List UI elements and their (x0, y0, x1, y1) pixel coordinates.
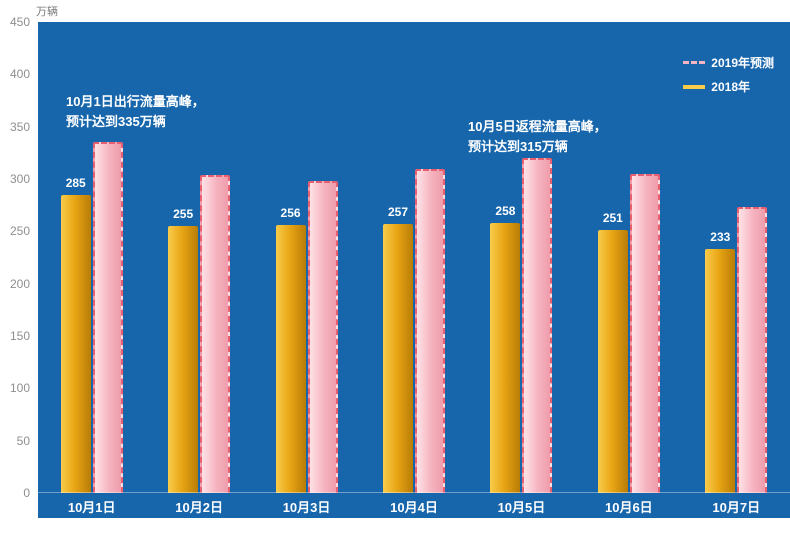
x-axis-label: 10月4日 (390, 500, 438, 515)
x-axis-label: 10月1日 (67, 500, 116, 515)
bar-value-label: 251 (602, 211, 623, 226)
bar-2019-forecast (629, 173, 660, 493)
bar-2018 (275, 225, 306, 493)
y-tick-label: 350 (9, 119, 30, 134)
y-tick-label: 100 (9, 381, 30, 396)
annotation-oct5-peak: 10月5日返程流量高峰， 预计达到315万辆 (468, 117, 607, 157)
annotation-line: 10月5日返程流量高峰， (468, 119, 607, 134)
x-axis-label: 10月7日 (712, 500, 761, 515)
y-tick-label: 300 (9, 172, 30, 186)
bar-2018 (597, 230, 628, 493)
y-axis-unit-label: 万辆 (36, 6, 58, 18)
bar-2018 (383, 224, 413, 493)
bar-value-label: 258 (495, 203, 516, 218)
bar-2018 (60, 194, 91, 493)
x-axis-label: 10月3日 (282, 500, 331, 515)
bars-layer: 285 255 256 257 258 251 233 (38, 22, 790, 493)
annotation-line: 预计达到315万辆 (468, 139, 568, 155)
plot-area: 10月1日出行流量高峰， 预计达到335万辆 10月5日返程流量高峰， 预计达到… (38, 22, 790, 518)
y-tick-label: 250 (9, 224, 30, 239)
annotation-line: 预计达到335万辆 (66, 114, 166, 130)
bar-2019-forecast (415, 168, 445, 493)
y-tick-label: 450 (9, 15, 30, 29)
legend-item-2019-forecast[interactable]: 2019年预测 (683, 54, 774, 71)
bar-2019-forecast (307, 181, 338, 493)
annotation-oct1-peak: 10月1日出行流量高峰， 预计达到335万辆 (66, 92, 205, 132)
bar-2018 (490, 222, 521, 493)
bar-2019-forecast (92, 142, 123, 493)
legend-item-2018[interactable]: 2018年 (683, 78, 750, 95)
annotation-line: 10月1日出行流量高峰， (66, 94, 205, 109)
x-axis-label: 10月2日 (175, 500, 223, 515)
legend: 2019年预测 2018年 (683, 54, 774, 95)
legend-label: 2018年 (711, 80, 750, 94)
y-tick-label: 400 (9, 67, 30, 82)
bar-value-label: 256 (280, 206, 301, 221)
y-axis: 450 400 350 300 250 200 150 100 50 0 (0, 15, 34, 500)
bar-2019-forecast (200, 174, 231, 493)
y-tick-label: 50 (16, 433, 30, 448)
legend-dashed-line-icon (683, 61, 706, 64)
x-axis-line (38, 492, 790, 493)
x-axis-labels: 10月1日 10月2日 10月3日 10月4日 10月5日 10月6日 10月7日 (38, 493, 790, 518)
bar-2018 (705, 249, 736, 493)
bar-2019-forecast (522, 158, 553, 493)
legend-label: 2019年预测 (711, 56, 774, 70)
bar-value-label: 255 (173, 207, 194, 222)
x-axis-label: 10月6日 (604, 500, 653, 515)
bar-2018 (168, 226, 199, 493)
x-axis-label: 10月5日 (497, 500, 546, 515)
bar-value-label: 233 (710, 230, 731, 245)
bar-2019-forecast (737, 207, 768, 493)
bar-value-label: 285 (65, 175, 86, 190)
y-tick-label: 200 (9, 276, 30, 291)
y-tick-label: 150 (9, 329, 30, 343)
legend-solid-bar-icon (683, 84, 706, 89)
y-tick-label: 0 (23, 486, 30, 500)
bar-value-label: 257 (387, 205, 409, 220)
